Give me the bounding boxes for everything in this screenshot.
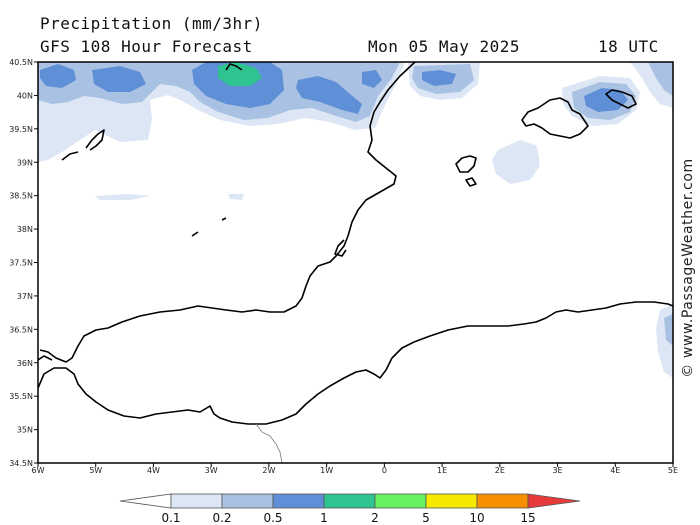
longitude-label: 0 [382,466,387,475]
latitude-label: 38N [17,225,33,234]
longitude-label: 3W [205,466,218,475]
coastline-mallorca [521,97,589,139]
precip-area-moderate [648,62,673,96]
colorbar-label: 1 [320,511,328,525]
precip-area-heavy [296,76,362,114]
colorbar-max-arrow [527,493,581,509]
forecast-datetime: Mon 05 May 2025 [368,37,520,56]
coastline-gibraltar [38,355,53,361]
coastline-northwest-fragment [85,129,105,151]
longitude-label: 3E [552,466,562,475]
colorbar-block [374,493,427,509]
latitude-label: 40.5N [9,58,33,67]
forecast-subtitle: GFS 108 Hour Forecast [40,37,253,56]
border-morocco-algeria [255,423,283,463]
latitude-label: 37.5N [9,259,33,268]
precip-area-heavy [40,64,76,88]
colorbar-block [170,493,223,509]
colorbar-block [323,493,376,509]
latitude-label: 37N [17,292,33,301]
longitude-label: 4W [147,466,160,475]
precipitation-layer [38,62,673,378]
precip-area-heavy [92,66,146,92]
longitude-label: 2E [495,466,505,475]
colorbar-label: 10 [469,511,484,525]
precip-area-light [95,194,150,200]
longitude-label: 5W [89,466,102,475]
longitude-label: 2W [262,466,275,475]
forecast-hour: 18 UTC [598,37,659,56]
latitude-label: 36.5N [9,325,33,334]
precip-area-light [228,194,244,200]
precip-area-moderate [664,314,673,346]
precipitation-colorbar: 0.1 0.2 0.5 1 2 5 10 15 [119,493,581,525]
coastline-islet [221,217,227,221]
colorbar-label: 0.1 [161,511,180,525]
coastline-top-island [225,63,243,71]
coastline-northwest-fragment [61,151,79,161]
colorbar-label: 0.2 [212,511,231,525]
latitude-label: 40N [17,91,33,100]
coastline-north-africa [38,301,673,425]
latitude-label: 34.5N [9,459,33,468]
coastline-ibiza [455,155,477,173]
precip-area-light [492,140,540,184]
precip-area-heavy [362,70,382,88]
colorbar-label: 0.5 [263,511,282,525]
coastline-menorca [605,89,637,109]
coastline-islet [191,231,199,237]
longitude-label: 4E [610,466,620,475]
latitude-axis: 40.5N 40N 39.5N 39N 38.5N 38N 37.5N 37N 36.5N 36N… [9,58,38,468]
latitude-label: 39N [17,158,33,167]
colorbar-label: 15 [520,511,535,525]
chart-title: Precipitation (mm/3hr) [40,14,263,33]
latitude-label: 39.5N [9,125,33,134]
precip-area-heavy [422,70,456,86]
longitude-axis: 6W 5W 4W 3W 2W 1W 0 1E 2E 3E 4E 5E [32,463,678,475]
colorbar-block [272,493,325,509]
latitude-label: 38.5N [9,192,33,201]
colorbar-block [221,493,274,509]
longitude-label: 1W [320,466,333,475]
colorbar-block [425,493,478,509]
latitude-label: 36N [17,359,33,368]
latitude-label: 35N [17,426,33,435]
latitude-label: 35.5N [9,392,33,401]
colorbar-min-arrow [119,493,172,509]
precip-area-very-heavy [218,62,262,86]
coastline-cabo-palos [334,239,347,257]
coastline-formentera [465,177,477,187]
colorbar-label: 5 [422,511,430,525]
watermark: © www.PassageWeather.com [680,158,696,378]
longitude-label: 6W [32,466,45,475]
longitude-label: 5E [668,466,678,475]
colorbar-label: 2 [371,511,379,525]
colorbar-block [476,493,529,509]
coastline-layer [38,62,673,425]
precip-area-heavy [584,88,628,112]
coastline-spain-east [39,62,416,363]
longitude-label: 1E [437,466,447,475]
